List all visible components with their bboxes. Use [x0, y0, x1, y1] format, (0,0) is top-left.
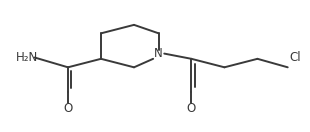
Text: Cl: Cl	[289, 51, 301, 64]
Text: H₂N: H₂N	[16, 51, 38, 64]
Text: O: O	[187, 102, 196, 115]
Text: N: N	[154, 47, 163, 60]
Text: O: O	[63, 102, 73, 115]
